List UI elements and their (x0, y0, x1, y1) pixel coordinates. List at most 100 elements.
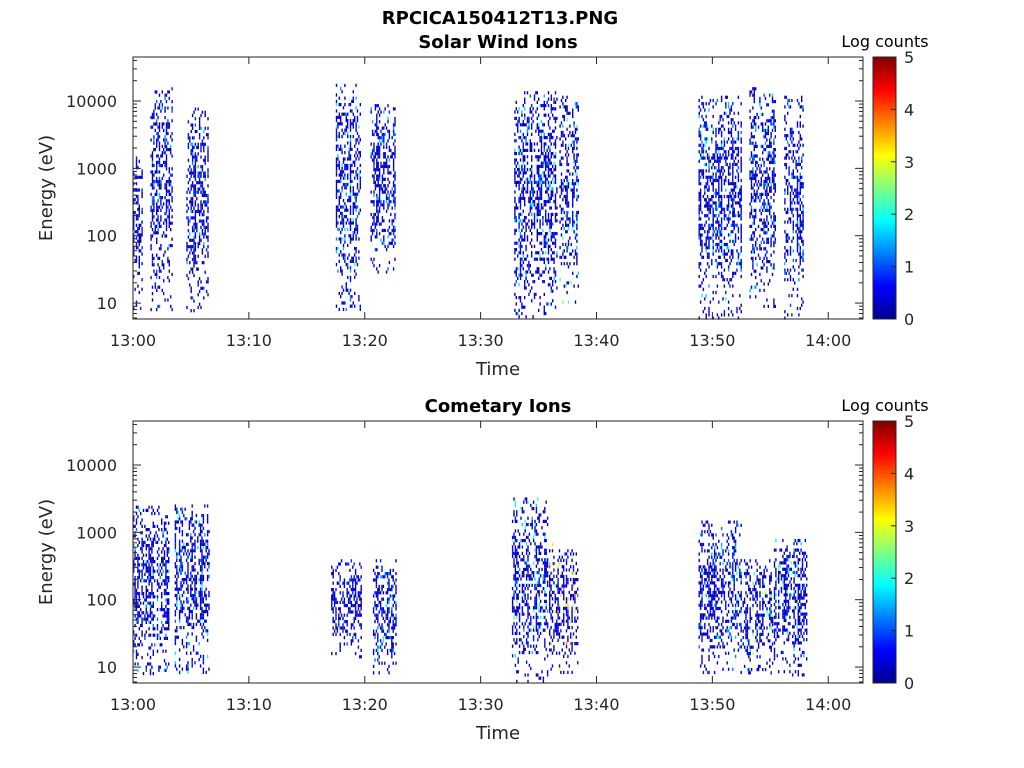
heatmap-cell (567, 185, 570, 189)
heatmap-cell (750, 224, 753, 228)
heatmap-cell (705, 137, 707, 141)
heatmap-cell (185, 552, 188, 556)
heatmap-cell (335, 163, 338, 167)
heatmap-cell (187, 632, 189, 636)
heatmap-cell (729, 146, 731, 151)
heatmap-cell (734, 146, 737, 151)
heatmap-cell (184, 546, 186, 550)
heatmap-cell (193, 235, 195, 239)
heatmap-cell (153, 135, 155, 139)
heatmap-cell (792, 169, 794, 173)
heatmap-cell (186, 305, 188, 310)
heatmap-cell (553, 129, 555, 133)
heatmap-cell (521, 212, 523, 216)
heatmap-cell (344, 237, 346, 241)
heatmap-cell (156, 579, 159, 583)
heatmap-cell (174, 603, 177, 607)
heatmap-cell (171, 189, 173, 193)
heatmap-cell (341, 215, 343, 219)
heatmap-cell (566, 127, 568, 131)
heatmap-cell (720, 239, 723, 243)
heatmap-cell (187, 565, 189, 569)
heatmap-cell (539, 187, 541, 191)
heatmap-cell (202, 514, 205, 518)
heatmap-cell (344, 176, 346, 180)
heatmap-cell (383, 203, 385, 207)
heatmap-cell (553, 168, 555, 172)
heatmap-cell (545, 104, 547, 108)
heatmap-cell (200, 280, 202, 284)
heatmap-cell (801, 137, 803, 141)
heatmap-cell (514, 248, 516, 252)
heatmap-cell (384, 132, 386, 137)
heatmap-cell (562, 105, 564, 109)
heatmap-cell (759, 103, 761, 107)
heatmap-cell (771, 128, 774, 132)
heatmap-cell (727, 114, 730, 119)
heatmap-cell (799, 306, 801, 311)
heatmap-cell (193, 229, 195, 233)
heatmap-cell (133, 524, 135, 528)
heatmap-cell (792, 159, 794, 163)
heatmap-cell (547, 200, 550, 204)
heatmap-cell (347, 208, 349, 212)
heatmap-cell (702, 194, 705, 199)
heatmap-cell (154, 285, 156, 289)
heatmap-cell (766, 167, 768, 171)
heatmap-cell (383, 238, 385, 242)
heatmap-cell (196, 190, 198, 194)
heatmap-cell (556, 97, 558, 101)
heatmap-cell (550, 219, 552, 223)
heatmap-cell (753, 221, 755, 225)
heatmap-cell (144, 579, 146, 583)
heatmap-cell (197, 603, 199, 607)
heatmap-cell (799, 182, 801, 186)
heatmap-cell (792, 207, 794, 211)
heatmap-cell (158, 266, 161, 270)
heatmap-cell (385, 193, 388, 197)
heatmap-cell (373, 264, 375, 268)
heatmap-cell (349, 103, 352, 107)
heatmap-cell (203, 142, 205, 146)
heatmap-cell (207, 238, 209, 242)
heatmap-cell (135, 201, 138, 205)
heatmap-cell (161, 151, 163, 155)
heatmap-cell (524, 180, 526, 184)
heatmap-cell (349, 227, 352, 231)
heatmap-cell (723, 242, 726, 247)
heatmap-cell (733, 188, 735, 192)
heatmap-cell (789, 278, 792, 282)
heatmap-cell (722, 207, 724, 211)
heatmap-cell (716, 159, 719, 163)
heatmap-cell (764, 253, 767, 257)
heatmap-cell (133, 233, 135, 237)
heatmap-cell (706, 182, 709, 186)
heatmap-cell (533, 292, 536, 296)
heatmap-cell (718, 300, 720, 304)
heatmap-cell (708, 223, 710, 227)
heatmap-cell (371, 216, 374, 220)
heatmap-cell (145, 668, 147, 672)
heatmap-cell (799, 188, 801, 192)
heatmap-cell (380, 161, 382, 165)
heatmap-cell (767, 282, 769, 286)
heatmap-cell (338, 173, 340, 177)
heatmap-cell (716, 207, 719, 211)
heatmap-cell (205, 219, 208, 223)
heatmap-cell (204, 193, 206, 198)
heatmap-cell (706, 262, 709, 266)
heatmap-cell (801, 185, 803, 189)
heatmap-cell (138, 223, 140, 227)
heatmap-cell (727, 233, 730, 237)
heatmap-cell (141, 643, 143, 647)
heatmap-cell (168, 547, 170, 551)
heatmap-cell (394, 200, 396, 204)
heatmap-cell (203, 235, 205, 239)
heatmap-cell (732, 146, 734, 151)
heatmap-cell (156, 556, 159, 560)
heatmap-cell (190, 248, 192, 252)
heatmap-cell (373, 132, 375, 137)
heatmap-cell (356, 215, 359, 219)
heatmap-cell (773, 250, 775, 254)
heatmap-cell (341, 211, 343, 215)
